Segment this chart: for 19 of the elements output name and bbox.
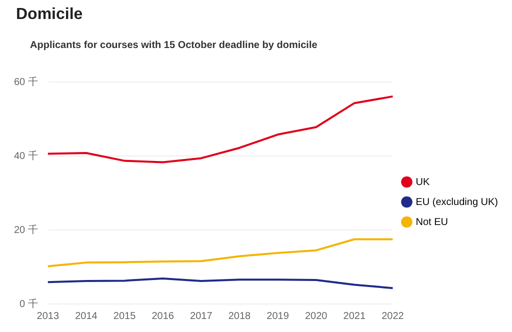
- y-tick-label: 0 千: [20, 298, 38, 310]
- x-tick-label: 2018: [228, 310, 252, 322]
- legend-label: Not EU: [416, 216, 448, 228]
- x-tick-label: 2022: [382, 310, 404, 322]
- x-tick-label: 2015: [113, 310, 136, 322]
- x-tick-label: 2020: [304, 310, 328, 322]
- y-tick-label: 20 千: [14, 224, 38, 236]
- x-tick-label: 2017: [190, 310, 213, 322]
- y-tick-label: 60 千: [14, 76, 38, 88]
- x-tick-label: 2021: [343, 310, 366, 322]
- y-tick-label: 40 千: [14, 150, 38, 162]
- legend-label: EU (excluding UK): [416, 196, 498, 208]
- x-tick-label: 2014: [75, 310, 98, 322]
- chart-subtitle: Applicants for courses with 15 October deadline by domicile: [30, 40, 318, 51]
- x-tick-label: 2013: [36, 310, 60, 322]
- x-tick-label: 2019: [266, 310, 290, 322]
- x-tick-label: 2016: [152, 310, 174, 322]
- chart-title: Domicile: [16, 6, 83, 24]
- legend-label: UK: [416, 176, 430, 188]
